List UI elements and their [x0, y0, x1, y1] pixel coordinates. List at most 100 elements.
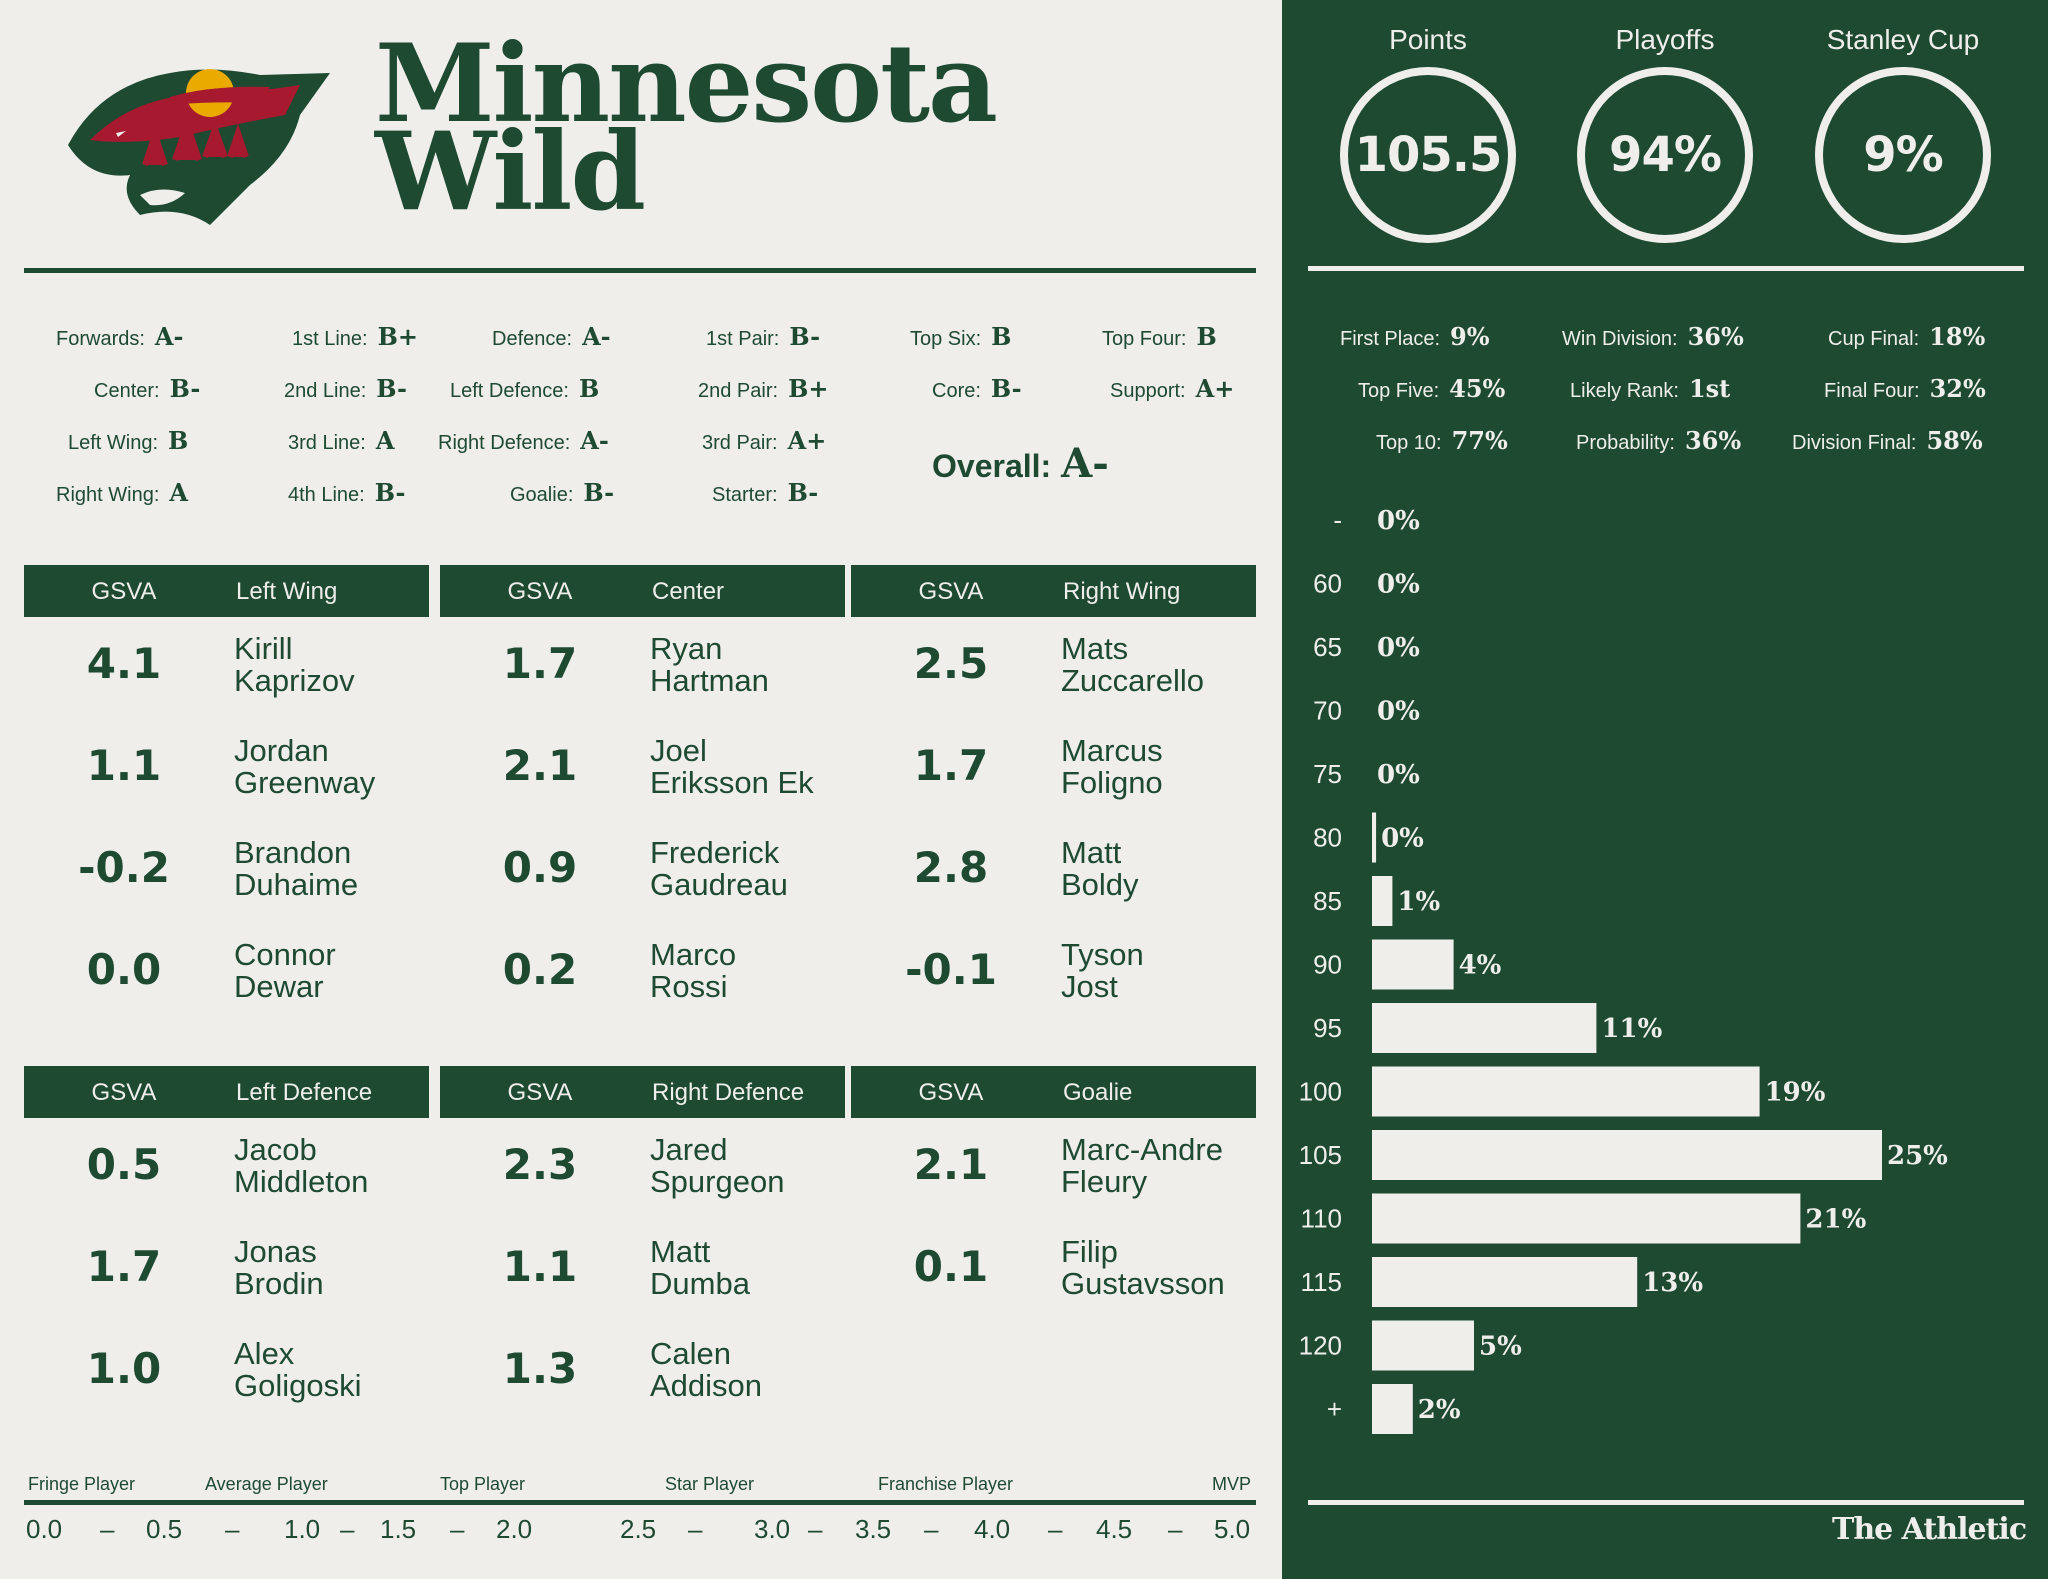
player-name: Matt Boldy — [1061, 837, 1139, 901]
player-row: 2.1 Joel Eriksson Ek — [440, 719, 845, 821]
player-last-name: Foligno — [1061, 765, 1163, 800]
prob-item: Division Final: 58% — [1792, 426, 1983, 455]
team-name: Minnesota Wild — [375, 30, 998, 226]
player-gsva: 0.9 — [502, 843, 578, 892]
chart-value-label: 4% — [1459, 951, 1502, 981]
grade-item: Starter: B- — [712, 478, 819, 507]
chart-category-label: 60 — [1313, 569, 1342, 599]
chart-category-label: 95 — [1313, 1013, 1342, 1043]
player-first-name: Tyson — [1061, 937, 1144, 972]
player-first-name: Connor — [234, 937, 336, 972]
grade-item: 1st Pair: B- — [706, 322, 821, 351]
chart-value-label: 0% — [1377, 506, 1420, 536]
chart-category-label: 120 — [1299, 1331, 1342, 1361]
player-name: Filip Gustavsson — [1061, 1236, 1225, 1300]
playoffs-title: Playoffs — [1615, 24, 1715, 55]
grade-item: 4th Line: B- — [288, 478, 406, 507]
chart-bar — [1372, 812, 1377, 863]
player-row: -0.1 Tyson Jost — [851, 923, 1256, 1025]
chart-category-label: + — [1327, 1394, 1342, 1424]
player-gsva: 2.8 — [913, 843, 989, 892]
player-gsva: 0.0 — [86, 945, 162, 994]
player-gsva: 1.7 — [502, 639, 578, 688]
chart-category-label: 80 — [1313, 823, 1342, 853]
gsva-column-header: GSVA — [91, 578, 157, 605]
grade-item: Left Defence: B — [450, 374, 600, 403]
scale-dash: – — [1168, 1514, 1183, 1544]
player-first-name: Ryan — [650, 631, 723, 666]
grade-item: 2nd Line: B- — [284, 374, 407, 403]
player-gsva: 2.3 — [502, 1140, 578, 1189]
chart-category-label: 85 — [1313, 886, 1342, 916]
player-row: 1.1 Matt Dumba — [440, 1220, 845, 1322]
player-name: Kirill Kaprizov — [234, 633, 355, 697]
chart-category-label: 90 — [1313, 950, 1342, 980]
player-row: 0.5 Jacob Middleton — [24, 1118, 429, 1220]
chart-category-label: 105 — [1299, 1140, 1342, 1170]
scale-number: 5.0 — [1214, 1514, 1251, 1544]
position-table-header: GSVA Center — [440, 565, 845, 617]
chart-bar — [1372, 1003, 1597, 1053]
chart-bar — [1372, 1130, 1882, 1180]
position-title: Left Defence — [236, 1079, 373, 1106]
player-row: 0.1 Filip Gustavsson — [851, 1220, 1256, 1322]
scale-dash: – — [1048, 1514, 1063, 1544]
prob-item: Final Four: 32% — [1824, 374, 1986, 403]
scale-label: Average Player — [205, 1474, 328, 1494]
prob-item: Top Five: 45% — [1358, 374, 1506, 403]
prob-item: Win Division: 36% — [1562, 322, 1744, 351]
player-gsva: -0.2 — [78, 843, 170, 892]
prob-item: Probability: 36% — [1576, 426, 1742, 455]
player-row: 1.3 Calen Addison — [440, 1322, 845, 1424]
player-gsva: 1.0 — [86, 1344, 162, 1393]
player-last-name: Middleton — [234, 1164, 369, 1199]
gsva-column-header: GSVA — [507, 578, 573, 605]
player-first-name: Mats — [1061, 631, 1129, 666]
player-first-name: Matt — [1061, 835, 1122, 870]
position-title: Center — [652, 578, 725, 605]
position-table: GSVA Left Defence 0.5 Jacob Middleton 1.7 Jona… — [24, 1066, 429, 1424]
player-name: Matt Dumba — [650, 1236, 750, 1300]
scale-label: Fringe Player — [28, 1474, 136, 1494]
chart-bar — [1372, 1320, 1474, 1371]
player-gsva: 1.1 — [86, 741, 162, 790]
player-gsva: 2.1 — [502, 741, 578, 790]
chart-value-label: 0% — [1377, 760, 1420, 790]
chart-bar — [1372, 876, 1393, 926]
chart-category-label: 115 — [1301, 1267, 1342, 1297]
player-gsva: 2.1 — [913, 1140, 989, 1189]
player-name: Mats Zuccarello — [1061, 633, 1204, 697]
chart-bar — [1372, 1193, 1801, 1244]
chart-value-label: 25% — [1887, 1141, 1948, 1171]
player-last-name: Dumba — [650, 1266, 750, 1301]
scale-dash: – — [688, 1514, 703, 1544]
prob-item: Cup Final: 18% — [1828, 322, 1986, 351]
scale-label: Star Player — [665, 1474, 755, 1494]
scale-number: 1.0 — [284, 1514, 321, 1544]
position-table: GSVA Goalie 2.1 Marc-Andre Fleury 0.1 Filip Gus… — [851, 1066, 1256, 1322]
chart-category-label: 65 — [1313, 632, 1342, 662]
chart-value-label: 19% — [1765, 1078, 1826, 1108]
grade-item: Left Wing: B — [68, 426, 189, 455]
grade-item: Defence: A- — [492, 322, 611, 351]
gsva-column-header: GSVA — [918, 1079, 984, 1106]
grade-item: 2nd Pair: B+ — [698, 374, 829, 403]
player-last-name: Gaudreau — [650, 867, 788, 902]
grade-item: Center: B- — [94, 374, 201, 403]
player-first-name: Kirill — [234, 631, 293, 666]
chart-bar — [1372, 1384, 1413, 1434]
position-title: Left Wing — [236, 578, 338, 605]
scale-dash: – — [924, 1514, 939, 1544]
player-row: 4.1 Kirill Kaprizov — [24, 617, 429, 719]
position-title: Right Defence — [652, 1079, 805, 1106]
player-row: 0.9 Frederick Gaudreau — [440, 821, 845, 923]
player-row: 2.1 Marc-Andre Fleury — [851, 1118, 1256, 1220]
grade-item: 3rd Line: A — [288, 426, 395, 455]
player-last-name: Brodin — [234, 1266, 324, 1301]
player-first-name: Marco — [650, 937, 737, 972]
scale-label: MVP — [1212, 1474, 1252, 1494]
player-last-name: Zuccarello — [1061, 663, 1204, 698]
position-title: Goalie — [1063, 1079, 1133, 1106]
player-last-name: Gustavsson — [1061, 1266, 1225, 1301]
scale-number: 0.0 — [26, 1514, 63, 1544]
